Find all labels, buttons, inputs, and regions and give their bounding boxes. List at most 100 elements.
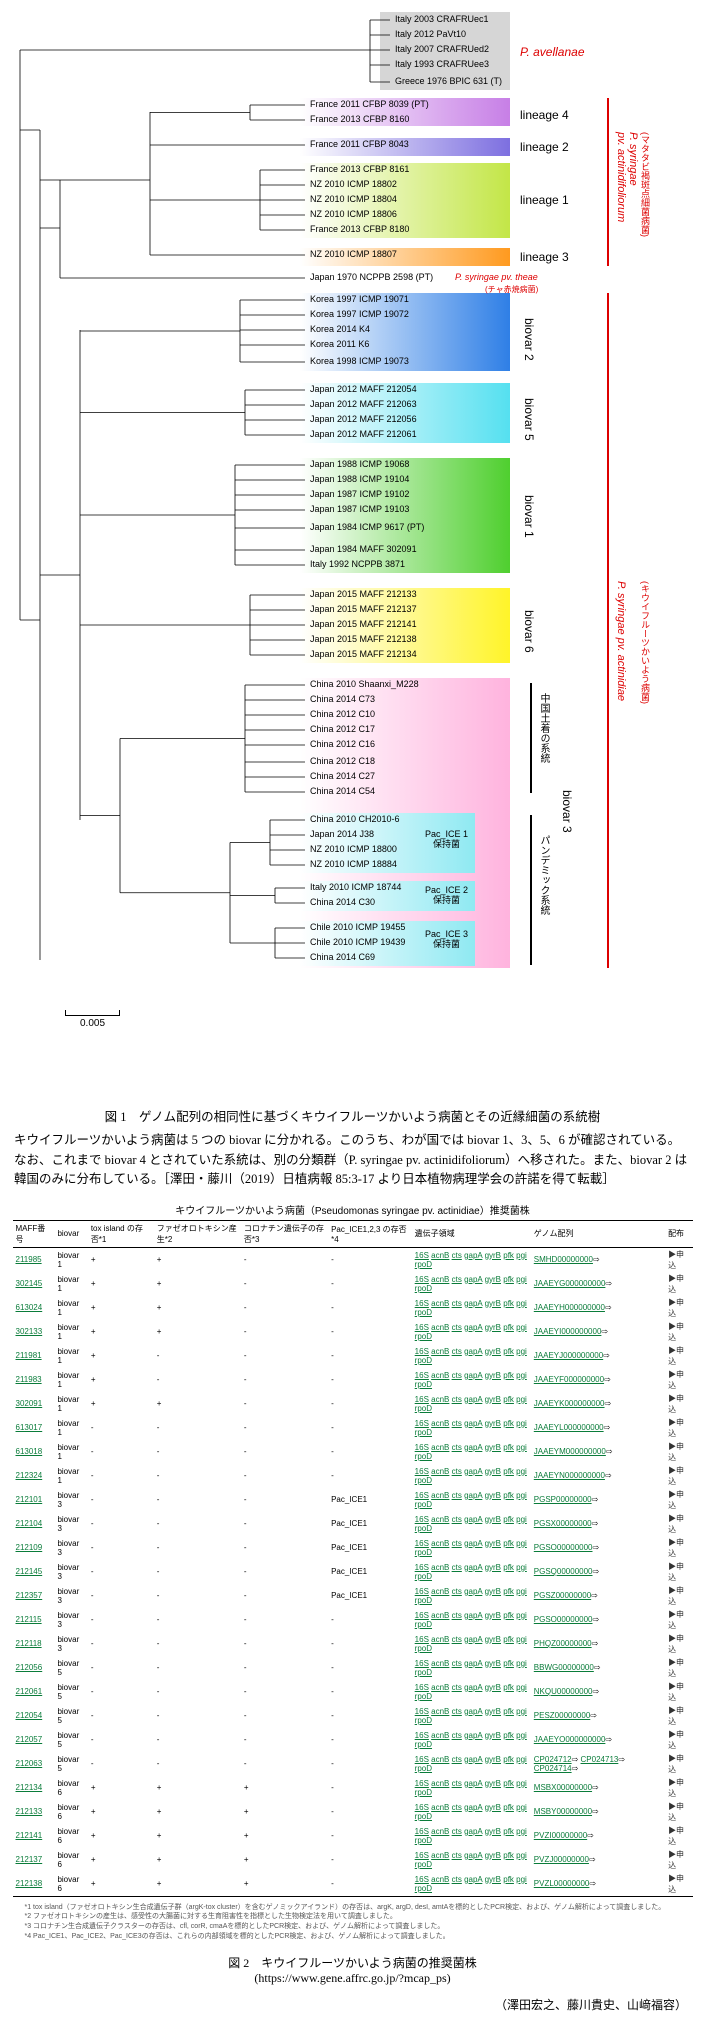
gene-link[interactable]: gapA bbox=[464, 1395, 482, 1404]
gene-link[interactable]: gyrB bbox=[485, 1371, 501, 1380]
apply-button[interactable]: ▶申込 bbox=[665, 1704, 692, 1728]
gene-link[interactable]: 16S bbox=[415, 1539, 429, 1548]
apply-button[interactable]: ▶申込 bbox=[665, 1584, 692, 1608]
gene-link[interactable]: gapA bbox=[464, 1659, 482, 1668]
gene-link[interactable]: rpoD bbox=[415, 1620, 432, 1629]
gene-link[interactable]: acnB bbox=[431, 1491, 449, 1500]
gene-link[interactable]: gyrB bbox=[485, 1491, 501, 1500]
gene-link[interactable]: 16S bbox=[415, 1827, 429, 1836]
apply-button[interactable]: ▶申込 bbox=[665, 1416, 692, 1440]
gene-link[interactable]: acnB bbox=[431, 1395, 449, 1404]
gene-link[interactable]: gapA bbox=[464, 1683, 482, 1692]
gene-link[interactable]: pfk bbox=[503, 1707, 514, 1716]
gene-link[interactable]: rpoD bbox=[415, 1548, 432, 1557]
gene-link[interactable]: gyrB bbox=[485, 1587, 501, 1596]
gene-link[interactable]: gyrB bbox=[485, 1659, 501, 1668]
gene-link[interactable]: rpoD bbox=[415, 1284, 432, 1293]
gene-link[interactable]: gapA bbox=[464, 1563, 482, 1572]
gene-link[interactable]: 16S bbox=[415, 1419, 429, 1428]
gene-link[interactable]: 16S bbox=[415, 1443, 429, 1452]
maff-link[interactable]: 212056 bbox=[16, 1663, 43, 1672]
gene-link[interactable]: gapA bbox=[464, 1491, 482, 1500]
gene-link[interactable]: gyrB bbox=[485, 1347, 501, 1356]
maff-link[interactable]: 212145 bbox=[16, 1567, 43, 1576]
gene-link[interactable]: pgi bbox=[516, 1443, 527, 1452]
gene-link[interactable]: pgi bbox=[516, 1563, 527, 1572]
apply-button[interactable]: ▶申込 bbox=[665, 1800, 692, 1824]
genome-link[interactable]: PHQZ00000000 bbox=[534, 1639, 592, 1648]
gene-link[interactable]: acnB bbox=[431, 1251, 449, 1260]
maff-link[interactable]: 613018 bbox=[16, 1447, 43, 1456]
gene-link[interactable]: 16S bbox=[415, 1611, 429, 1620]
gene-link[interactable]: 16S bbox=[415, 1635, 429, 1644]
maff-link[interactable]: 212324 bbox=[16, 1471, 43, 1480]
gene-link[interactable]: pgi bbox=[516, 1323, 527, 1332]
genome-link[interactable]: PGSZ00000000 bbox=[534, 1591, 591, 1600]
gene-link[interactable]: 16S bbox=[415, 1251, 429, 1260]
gene-link[interactable]: pfk bbox=[503, 1563, 514, 1572]
gene-link[interactable]: rpoD bbox=[415, 1716, 432, 1725]
genome-link[interactable]: JAAEYJ000000000 bbox=[534, 1351, 603, 1360]
gene-link[interactable]: pfk bbox=[503, 1419, 514, 1428]
gene-link[interactable]: 16S bbox=[415, 1323, 429, 1332]
gene-link[interactable]: 16S bbox=[415, 1731, 429, 1740]
gene-link[interactable]: pgi bbox=[516, 1827, 527, 1836]
gene-link[interactable]: cts bbox=[452, 1443, 462, 1452]
gene-link[interactable]: cts bbox=[452, 1467, 462, 1476]
gene-link[interactable]: cts bbox=[452, 1779, 462, 1788]
gene-link[interactable]: gyrB bbox=[485, 1875, 501, 1884]
gene-link[interactable]: pgi bbox=[516, 1683, 527, 1692]
genome-link[interactable]: CP024713 bbox=[581, 1755, 619, 1764]
gene-link[interactable]: 16S bbox=[415, 1587, 429, 1596]
maff-link[interactable]: 212357 bbox=[16, 1591, 43, 1600]
gene-link[interactable]: rpoD bbox=[415, 1668, 432, 1677]
gene-link[interactable]: pgi bbox=[516, 1539, 527, 1548]
maff-link[interactable]: 212057 bbox=[16, 1735, 43, 1744]
gene-link[interactable]: gapA bbox=[464, 1443, 482, 1452]
genome-link[interactable]: PESZ00000000 bbox=[534, 1711, 591, 1720]
apply-button[interactable]: ▶申込 bbox=[665, 1247, 692, 1272]
gene-link[interactable]: rpoD bbox=[415, 1884, 432, 1893]
gene-link[interactable]: gapA bbox=[464, 1299, 482, 1308]
apply-button[interactable]: ▶申込 bbox=[665, 1848, 692, 1872]
gene-link[interactable]: acnB bbox=[431, 1347, 449, 1356]
gene-link[interactable]: gapA bbox=[464, 1779, 482, 1788]
gene-link[interactable]: gapA bbox=[464, 1251, 482, 1260]
gene-link[interactable]: cts bbox=[452, 1323, 462, 1332]
gene-link[interactable]: gapA bbox=[464, 1803, 482, 1812]
gene-link[interactable]: cts bbox=[452, 1875, 462, 1884]
gene-link[interactable]: acnB bbox=[431, 1875, 449, 1884]
genome-link[interactable]: CP024712 bbox=[534, 1755, 572, 1764]
genome-link[interactable]: MSBY00000000 bbox=[534, 1807, 592, 1816]
apply-button[interactable]: ▶申込 bbox=[665, 1368, 692, 1392]
gene-link[interactable]: pgi bbox=[516, 1851, 527, 1860]
genome-link[interactable]: JAAEYG000000000 bbox=[534, 1279, 606, 1288]
gene-link[interactable]: rpoD bbox=[415, 1524, 432, 1533]
gene-link[interactable]: cts bbox=[452, 1755, 462, 1764]
apply-button[interactable]: ▶申込 bbox=[665, 1728, 692, 1752]
maff-link[interactable]: 212109 bbox=[16, 1543, 43, 1552]
gene-link[interactable]: pgi bbox=[516, 1275, 527, 1284]
genome-link[interactable]: JAAEYH000000000 bbox=[534, 1303, 605, 1312]
gene-link[interactable]: pfk bbox=[503, 1275, 514, 1284]
gene-link[interactable]: pfk bbox=[503, 1323, 514, 1332]
gene-link[interactable]: rpoD bbox=[415, 1428, 432, 1437]
gene-link[interactable]: gyrB bbox=[485, 1275, 501, 1284]
gene-link[interactable]: rpoD bbox=[415, 1644, 432, 1653]
gene-link[interactable]: 16S bbox=[415, 1683, 429, 1692]
genome-link[interactable]: JAAEYO000000000 bbox=[534, 1735, 606, 1744]
gene-link[interactable]: pgi bbox=[516, 1419, 527, 1428]
gene-link[interactable]: rpoD bbox=[415, 1380, 432, 1389]
apply-button[interactable]: ▶申込 bbox=[665, 1656, 692, 1680]
genome-link[interactable]: CP024714 bbox=[534, 1764, 572, 1773]
gene-link[interactable]: rpoD bbox=[415, 1452, 432, 1461]
maff-link[interactable]: 212134 bbox=[16, 1783, 43, 1792]
gene-link[interactable]: rpoD bbox=[415, 1740, 432, 1749]
maff-link[interactable]: 211985 bbox=[16, 1255, 42, 1264]
gene-link[interactable]: cts bbox=[452, 1491, 462, 1500]
gene-link[interactable]: pfk bbox=[503, 1755, 514, 1764]
gene-link[interactable]: gapA bbox=[464, 1515, 482, 1524]
gene-link[interactable]: acnB bbox=[431, 1275, 449, 1284]
gene-link[interactable]: gapA bbox=[464, 1827, 482, 1836]
gene-link[interactable]: cts bbox=[452, 1299, 462, 1308]
